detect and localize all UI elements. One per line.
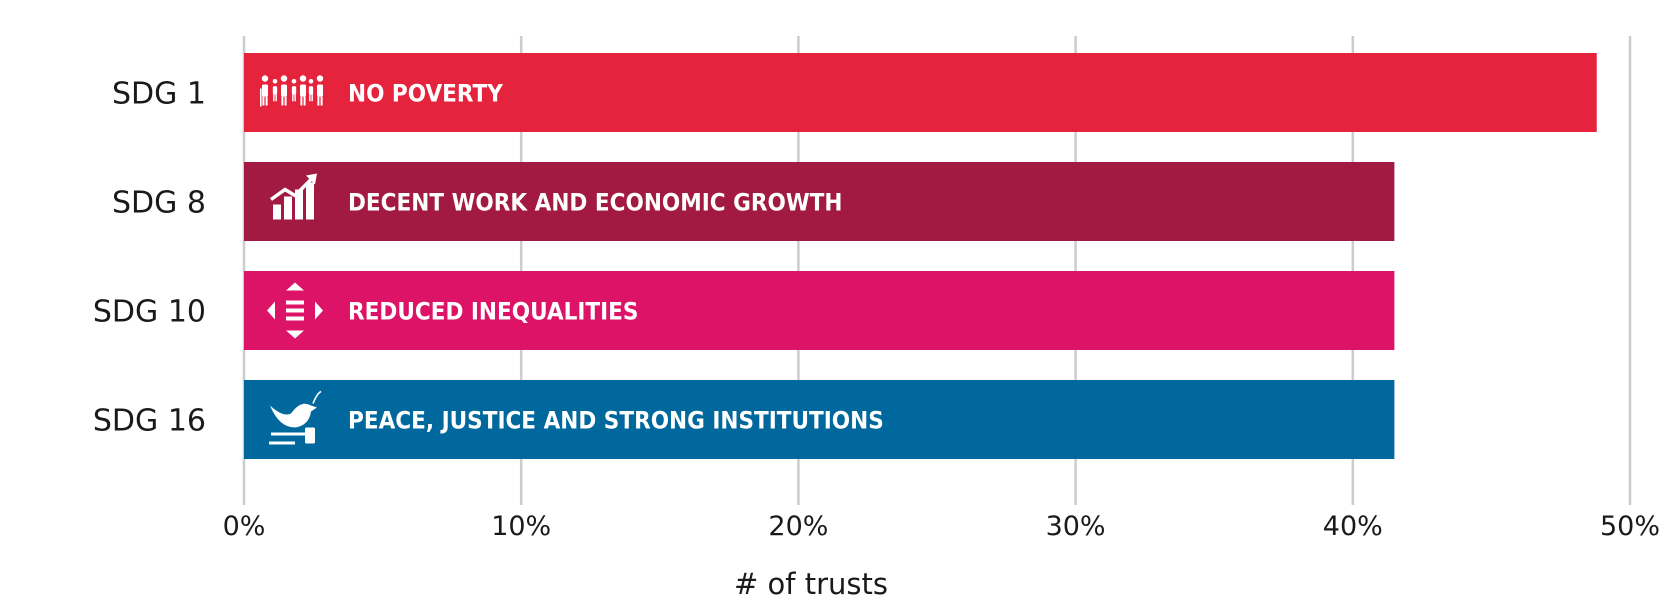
x-tick-label: 0% [223, 511, 266, 542]
bars: NO POVERTY DECENT WORK AND ECONOMIC GROWT… [244, 53, 1597, 459]
bar [244, 53, 1597, 132]
bar-label: DECENT WORK AND ECONOMIC GROWTH [348, 189, 842, 217]
x-tick-label: 50% [1600, 511, 1660, 542]
bar-label: PEACE, JUSTICE AND STRONG INSTITUTIONS [348, 407, 884, 435]
y-tick-label: SDG 8 [112, 186, 206, 221]
x-tick-label: 20% [768, 511, 828, 542]
x-axis-label: # of trusts [734, 567, 888, 601]
dove-gavel-icon [269, 390, 322, 445]
people-icon [260, 75, 324, 107]
y-tick-label: SDG 1 [112, 77, 206, 112]
inequality-icon [267, 282, 323, 339]
bar-label: REDUCED INEQUALITIES [348, 298, 638, 326]
y-tick-label: SDG 16 [93, 404, 206, 439]
bar [244, 271, 1395, 350]
x-tick-label: 40% [1323, 511, 1383, 542]
x-tick-label: 30% [1046, 511, 1106, 542]
y-tick-labels: SDG 1 SDG 8 SDG 10 SDG 16 [93, 77, 206, 439]
x-tick-labels: 0% 10% 20% 30% 40% 50% [223, 511, 1660, 542]
y-tick-label: SDG 10 [93, 295, 206, 330]
x-tick-label: 10% [491, 511, 551, 542]
bar-label: NO POVERTY [348, 80, 503, 108]
bar [244, 380, 1395, 459]
growth-chart-icon [269, 173, 317, 220]
bar [244, 162, 1395, 241]
